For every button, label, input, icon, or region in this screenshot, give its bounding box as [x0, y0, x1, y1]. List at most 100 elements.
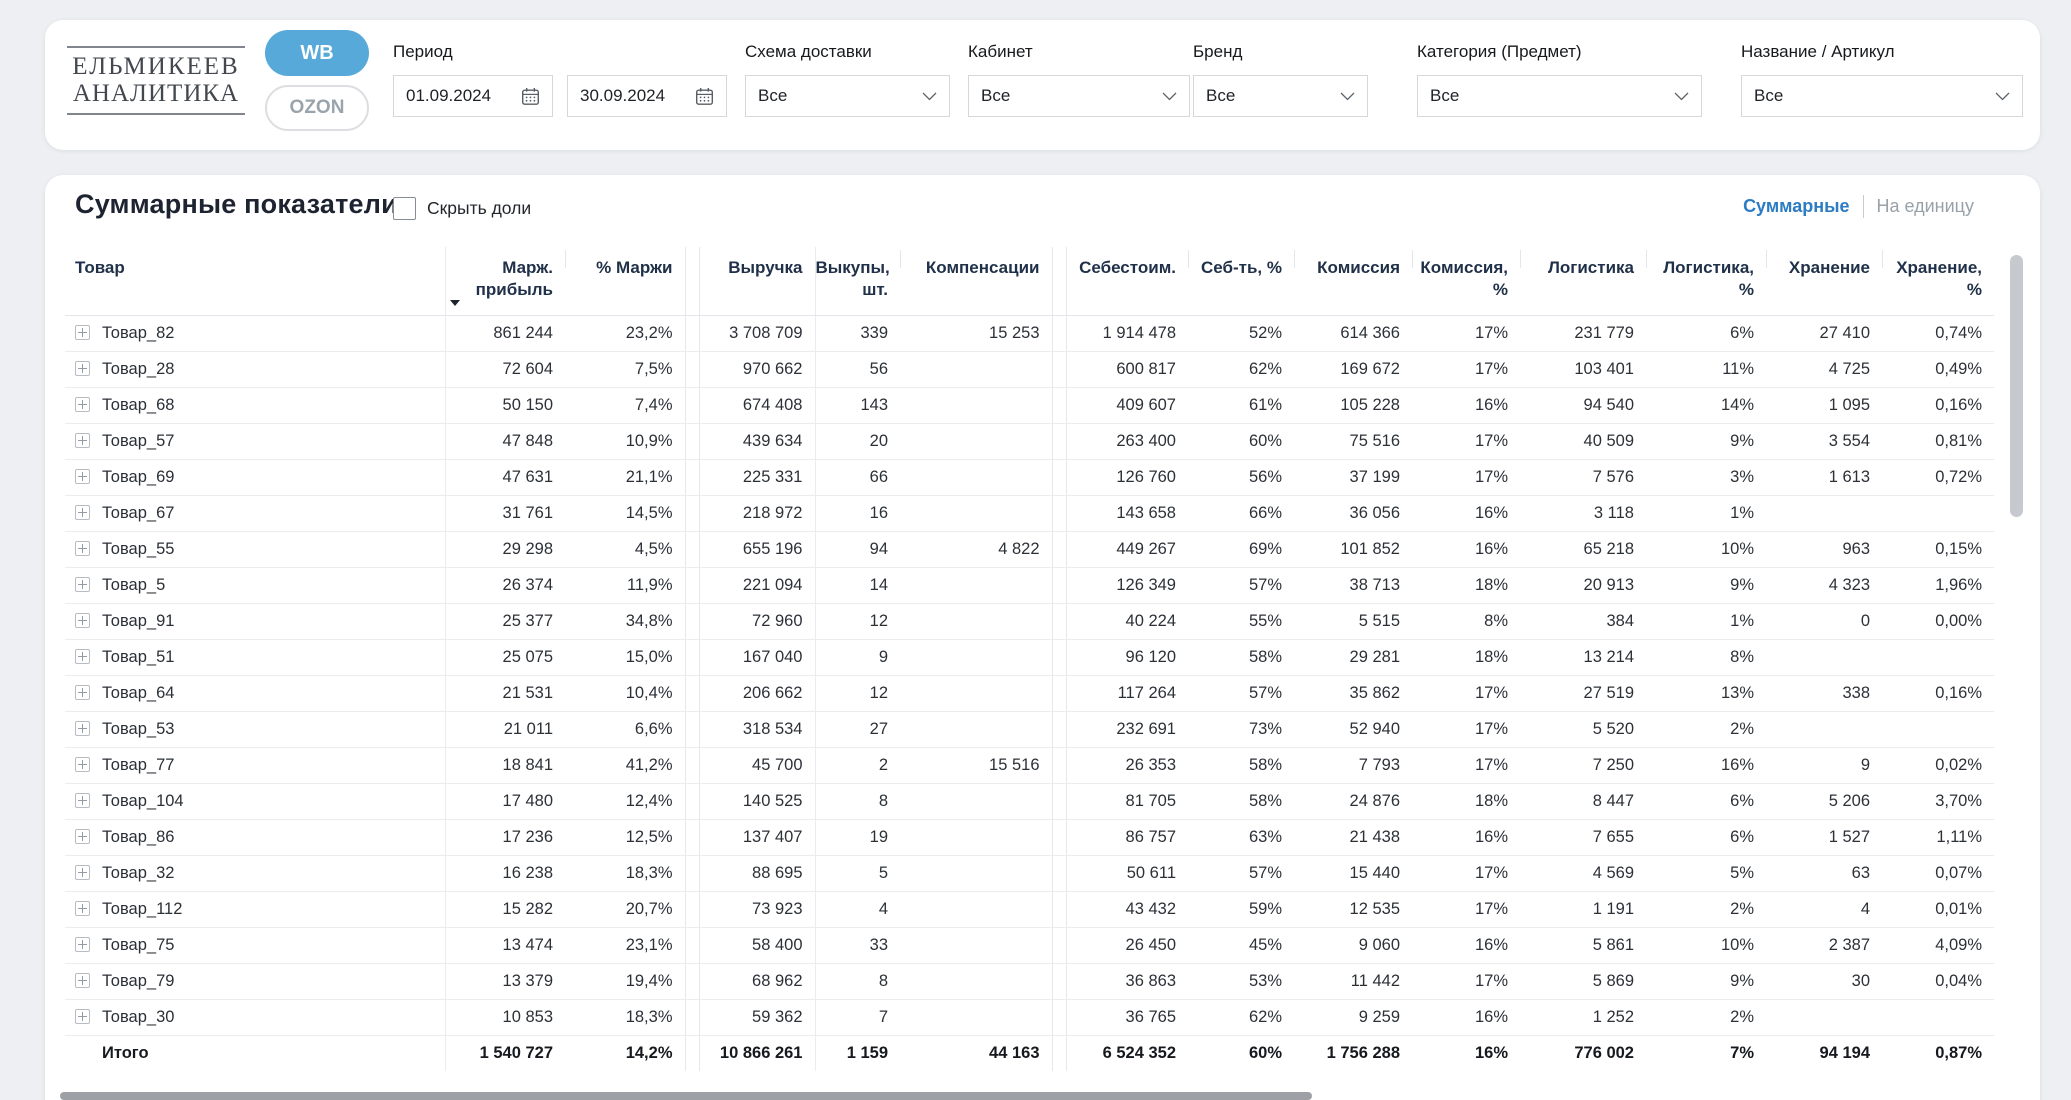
cell-tovar[interactable]: Товар_79 — [65, 963, 446, 1000]
column-group-gap — [684, 1034, 700, 1071]
expand-plus-icon[interactable] — [75, 756, 90, 772]
cell-tovar[interactable]: Товар_104 — [65, 783, 446, 820]
table-row[interactable]: Товар_5 26 374 11,9% 221 094 14 126 349 … — [65, 567, 1994, 604]
expand-plus-icon[interactable] — [75, 432, 90, 448]
date-from-input[interactable]: 01.09.2024 — [393, 75, 553, 117]
table-row[interactable]: Товар_82 861 244 23,2% 3 708 709 339 15 … — [65, 315, 1994, 352]
table-row[interactable]: Товар_91 25 377 34,8% 72 960 12 40 224 5… — [65, 603, 1994, 640]
col-marj-pribyl[interactable]: Марж. прибыль — [445, 247, 565, 316]
cell-tovar[interactable]: Товар_69 — [65, 459, 446, 496]
expand-plus-icon[interactable] — [75, 900, 90, 916]
expand-plus-icon[interactable] — [75, 864, 90, 880]
cell-tovar[interactable]: Товар_75 — [65, 927, 446, 964]
table-row[interactable]: Товар_67 31 761 14,5% 218 972 16 143 658… — [65, 495, 1994, 532]
expand-plus-icon[interactable] — [75, 576, 90, 592]
expand-plus-icon[interactable] — [75, 936, 90, 952]
tab-summary[interactable]: Суммарные — [1743, 196, 1850, 216]
col-komissiya-pct[interactable]: Комиссия, % — [1412, 247, 1520, 316]
column-group-gap — [684, 855, 700, 892]
table-row[interactable]: Товар_75 13 474 23,1% 58 400 33 26 450 4… — [65, 927, 1994, 964]
expand-plus-icon[interactable] — [75, 648, 90, 664]
cell-marj-pct: 23,2% — [565, 315, 685, 352]
table-row[interactable]: Товар_69 47 631 21,1% 225 331 66 126 760… — [65, 459, 1994, 496]
expand-plus-icon[interactable] — [75, 324, 90, 340]
table-row[interactable]: Товар_32 16 238 18,3% 88 695 5 50 611 57… — [65, 855, 1994, 892]
hide-shares-checkbox[interactable] — [393, 197, 416, 220]
cell-komissiya: 15 440 — [1294, 855, 1412, 892]
category-select[interactable]: Все — [1417, 75, 1702, 117]
table-row[interactable]: Товар_55 29 298 4,5% 655 196 94 4 822 44… — [65, 531, 1994, 568]
expand-plus-icon[interactable] — [75, 828, 90, 844]
table-row[interactable]: Товар_64 21 531 10,4% 206 662 12 117 264… — [65, 675, 1994, 712]
table-row[interactable]: Товар_57 47 848 10,9% 439 634 20 263 400… — [65, 423, 1994, 460]
expand-plus-icon[interactable] — [75, 504, 90, 520]
expand-plus-icon[interactable] — [75, 684, 90, 700]
expand-plus-icon[interactable] — [75, 360, 90, 376]
cell-vykupy: 8 — [815, 963, 900, 1000]
expand-plus-icon[interactable] — [75, 972, 90, 988]
cell-tovar[interactable]: Товар_67 — [65, 495, 446, 532]
col-sebest-pct[interactable]: Себ-ть, % — [1188, 247, 1294, 316]
cell-komissiya: 9 060 — [1294, 927, 1412, 964]
expand-plus-icon[interactable] — [75, 540, 90, 556]
table-row[interactable]: Товар_104 17 480 12,4% 140 525 8 81 705 … — [65, 783, 1994, 820]
col-logistika-pct[interactable]: Логистика, % — [1646, 247, 1766, 316]
cabinet-select[interactable]: Все — [968, 75, 1190, 117]
table-row[interactable]: Товар_53 21 011 6,6% 318 534 27 232 691 … — [65, 711, 1994, 748]
cell-tovar[interactable]: Товар_112 — [65, 891, 446, 928]
cell-tovar[interactable]: Товар_53 — [65, 711, 446, 748]
table-row[interactable]: Товар_68 50 150 7,4% 674 408 143 409 607… — [65, 387, 1994, 424]
cell-tovar[interactable]: Товар_5 — [65, 567, 446, 604]
cell-tovar[interactable]: Товар_91 — [65, 603, 446, 640]
table-row[interactable]: Товар_51 25 075 15,0% 167 040 9 96 120 5… — [65, 639, 1994, 676]
cell-tovar[interactable]: Товар_77 — [65, 747, 446, 784]
name-article-select[interactable]: Все — [1741, 75, 2023, 117]
expand-plus-icon[interactable] — [75, 396, 90, 412]
tab-per-unit[interactable]: На единицу — [1876, 196, 1975, 216]
calendar-icon[interactable] — [695, 87, 714, 106]
cell-tovar[interactable]: Товар_82 — [65, 315, 446, 352]
col-tovar[interactable]: Товар — [65, 247, 446, 316]
table-row[interactable]: Товар_28 72 604 7,5% 970 662 56 600 817 … — [65, 351, 1994, 388]
cell-tovar[interactable]: Товар_30 — [65, 999, 446, 1036]
cell-tovar[interactable]: Товар_68 — [65, 387, 446, 424]
table-row[interactable]: Товар_30 10 853 18,3% 59 362 7 36 765 62… — [65, 999, 1994, 1036]
vertical-scrollbar-thumb[interactable] — [2010, 255, 2023, 517]
totals-row[interactable]: Итого 1 540 727 14,2% 10 866 261 1 159 4… — [65, 1034, 1994, 1071]
cell-tovar[interactable]: Итого — [65, 1034, 446, 1071]
expand-plus-icon[interactable] — [75, 612, 90, 628]
col-logistika[interactable]: Логистика — [1520, 247, 1646, 316]
expand-plus-icon[interactable] — [75, 1008, 90, 1024]
col-hranenie-pct[interactable]: Хранение, % — [1882, 247, 1994, 316]
cell-tovar[interactable]: Товар_32 — [65, 855, 446, 892]
table-row[interactable]: Товар_79 13 379 19,4% 68 962 8 36 863 53… — [65, 963, 1994, 1000]
cell-tovar[interactable]: Товар_51 — [65, 639, 446, 676]
date-to-input[interactable]: 30.09.2024 — [567, 75, 727, 117]
cell-tovar[interactable]: Товар_57 — [65, 423, 446, 460]
col-sebestoim[interactable]: Себестоим. — [1066, 247, 1188, 316]
table-row[interactable]: Товар_77 18 841 41,2% 45 700 2 15 516 26… — [65, 747, 1994, 784]
brand-select[interactable]: Все — [1193, 75, 1368, 117]
horizontal-scrollbar-thumb[interactable] — [60, 1092, 1312, 1100]
cell-tovar[interactable]: Товар_64 — [65, 675, 446, 712]
cell-tovar[interactable]: Товар_86 — [65, 819, 446, 856]
name-article-value: Все — [1754, 86, 1784, 105]
cell-tovar[interactable]: Товар_55 — [65, 531, 446, 568]
col-kompensacii[interactable]: Компенсации — [900, 247, 1052, 316]
wb-button[interactable]: WB — [265, 30, 369, 76]
expand-plus-icon[interactable] — [75, 468, 90, 484]
expand-plus-icon[interactable] — [75, 792, 90, 808]
col-marj-pct[interactable]: % Маржи — [565, 247, 685, 316]
col-komissiya[interactable]: Комиссия — [1294, 247, 1412, 316]
cell-tovar[interactable]: Товар_28 — [65, 351, 446, 388]
col-vyruchka[interactable]: Выручка — [699, 247, 816, 316]
ozon-button[interactable]: OZON — [265, 85, 369, 131]
table-row[interactable]: Товар_112 15 282 20,7% 73 923 4 43 432 5… — [65, 891, 1994, 928]
calendar-icon[interactable] — [521, 87, 540, 106]
expand-plus-icon[interactable] — [75, 720, 90, 736]
col-hranenie[interactable]: Хранение — [1766, 247, 1882, 316]
delivery-scheme-select[interactable]: Все — [745, 75, 950, 117]
col-vykupy[interactable]: Выкупы, шт. — [815, 247, 900, 316]
table-row[interactable]: Товар_86 17 236 12,5% 137 407 19 86 757 … — [65, 819, 1994, 856]
cell-kompensacii — [900, 459, 1052, 496]
